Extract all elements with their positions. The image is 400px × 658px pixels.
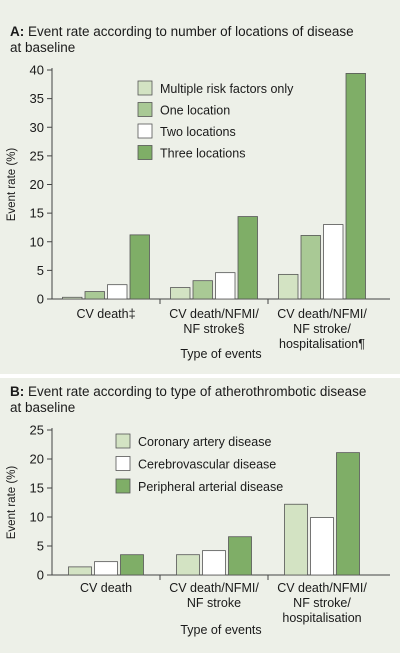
legend-swatch [137, 80, 153, 96]
y-tick-label: 5 [37, 263, 44, 278]
x-tick-label: NF stroke/ [293, 322, 351, 336]
panel-title-line: Event rate according to number of locati… [24, 24, 353, 39]
bar [192, 280, 213, 300]
legend-swatch [137, 123, 153, 139]
x-tick-label: CV death/NFMI/ [169, 581, 259, 595]
bar [202, 550, 226, 576]
x-axis-label: Type of events [180, 347, 261, 361]
bar [62, 296, 83, 300]
bar [107, 284, 128, 300]
x-tick-label: CV death/NFMI/ [169, 307, 259, 321]
x-tick-label: NF stroke [187, 596, 241, 610]
y-tick-label: 40 [30, 63, 44, 78]
x-tick-label: NF stroke§ [183, 322, 244, 336]
x-tick-label: CV death [80, 581, 132, 595]
panel-title-line: at baseline [10, 400, 75, 415]
y-tick-label: 15 [30, 206, 44, 221]
legend-label: Coronary artery disease [138, 435, 271, 449]
bar [336, 452, 360, 576]
x-tick-label: CV death‡ [76, 307, 135, 321]
panel-background [0, 378, 400, 653]
panel-title: A: Event rate according to number of loc… [10, 24, 354, 39]
x-tick-label: CV death/NFMI/ [277, 581, 367, 595]
y-tick-label: 25 [30, 423, 44, 438]
bar [215, 272, 236, 300]
bar [345, 73, 366, 300]
legend-swatch [115, 456, 131, 471]
panel-title-line: at baseline [10, 40, 75, 55]
y-tick-label: 35 [30, 91, 44, 106]
y-tick-label: 5 [37, 539, 44, 554]
legend-label: Three locations [160, 147, 245, 161]
bar [94, 561, 118, 576]
bar [310, 517, 334, 576]
x-tick-label: NF stroke/ [293, 596, 351, 610]
x-axis-label: Type of events [180, 623, 261, 637]
bar [228, 536, 252, 576]
bar [170, 287, 191, 300]
bar [323, 224, 344, 300]
bar [129, 234, 150, 300]
bar [284, 503, 308, 576]
panel-title-line: Event rate according to type of atheroth… [24, 384, 366, 399]
chart-panel-a: A: Event rate according to number of loc… [0, 0, 400, 374]
legend-label: One location [160, 104, 230, 118]
y-axis-label: Event rate (%) [6, 466, 18, 540]
y-tick-label: 20 [30, 452, 44, 467]
y-tick-label: 30 [30, 120, 44, 135]
legend-label: Cerebrovascular disease [138, 458, 276, 472]
legend-swatch [115, 433, 131, 449]
y-tick-label: 15 [30, 481, 44, 496]
y-tick-label: 10 [30, 510, 44, 525]
y-tick-label: 25 [30, 148, 44, 163]
panel-title: B: Event rate according to type of ather… [10, 384, 366, 399]
x-tick-label: hospitalisation [282, 611, 361, 625]
bar [68, 566, 92, 576]
y-axis-label: Event rate (%) [6, 148, 18, 222]
bar [300, 235, 321, 300]
bar [237, 216, 258, 300]
bar [120, 554, 144, 576]
x-tick-label: CV death/NFMI/ [277, 307, 367, 321]
legend-label: Multiple risk factors only [160, 82, 294, 96]
y-tick-label: 20 [30, 177, 44, 192]
legend-label: Peripheral arterial disease [138, 480, 283, 494]
bar [84, 291, 105, 300]
panel-background [0, 0, 400, 374]
y-tick-label: 0 [37, 568, 44, 583]
legend-swatch [137, 145, 153, 160]
panel-letter: A: [10, 24, 24, 39]
chart-panel-b: B: Event rate according to type of ather… [0, 378, 400, 653]
legend-swatch [115, 478, 131, 494]
legend-label: Two locations [160, 125, 236, 139]
y-tick-label: 10 [30, 234, 44, 249]
legend-swatch [137, 102, 153, 117]
bar [278, 273, 299, 300]
panel-letter: B: [10, 384, 24, 399]
x-tick-label: hospitalisation¶ [279, 337, 365, 351]
bar [176, 554, 200, 576]
y-tick-label: 0 [37, 292, 44, 307]
